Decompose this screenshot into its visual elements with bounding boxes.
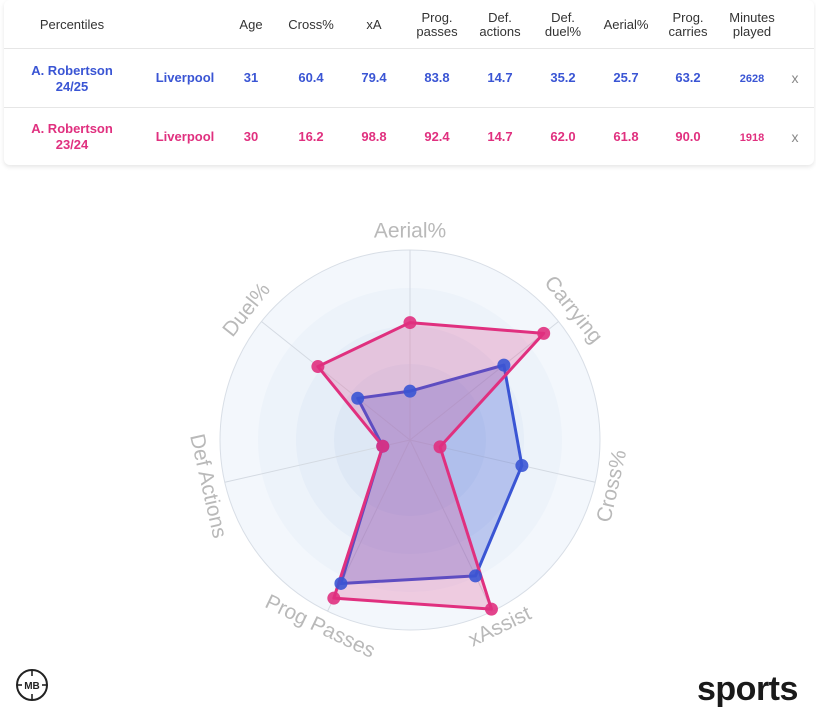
table-row-1-def-actions: 14.7 [487, 70, 513, 85]
header-prog-passes-line1: Prog. [421, 10, 453, 25]
table-row-2-player[interactable]: A. Robertson 23/24 [31, 122, 113, 152]
table-row-1-age: 31 [243, 70, 259, 85]
header-prog-carries: Prog. carries [668, 11, 707, 39]
sports-wordmark: sports [697, 670, 798, 708]
header-minutes-line2: played [732, 24, 772, 39]
table-row-1-player[interactable]: A. Robertson 24/25 [31, 64, 113, 94]
radar-point-2-1 [403, 316, 417, 330]
radar-point-1-5 [334, 576, 348, 590]
table-row-2-cross: 16.2 [298, 129, 324, 144]
comparison-table: Percentiles Age Cross% xA Prog. passes D… [4, 0, 814, 165]
player-season: 23/24 [55, 137, 89, 152]
radar-spoke [409, 439, 493, 612]
radar-point-1-1 [403, 384, 417, 398]
radar-point-2-2 [537, 326, 551, 340]
table-row-2-minutes: 1918 [739, 132, 765, 144]
table-row-1-team: Liverpool [155, 70, 215, 85]
player-name: A. Robertson [31, 121, 113, 136]
table-row-1-def-duel: 35.2 [550, 70, 576, 85]
table-row-2-age: 30 [243, 129, 259, 144]
header-aerial: Aerial% [603, 17, 649, 32]
table-row-1-aerial: 25.7 [613, 70, 639, 85]
header-prog-carries-line1: Prog. [672, 10, 704, 25]
table-row-2-xa: 98.8 [361, 129, 387, 144]
table-row-1-prog-passes: 83.8 [424, 70, 450, 85]
radar-series-area-1 [339, 363, 524, 585]
header-def-duel: Def. duel% [545, 11, 581, 39]
mb-logo-icon: MB [15, 668, 49, 702]
header-cross: Cross% [288, 17, 334, 32]
radar-point-2-6 [376, 439, 390, 453]
radar-point-2-4 [484, 602, 498, 616]
table-row-2-def-actions: 14.7 [487, 129, 513, 144]
table-row-1-prog-carries: 63.2 [675, 70, 701, 85]
radar-point-2-7 [311, 360, 325, 374]
table-row-2-team: Liverpool [155, 129, 215, 144]
table-row-1-cross: 60.4 [298, 70, 324, 85]
radar-point-2-3 [433, 440, 447, 454]
header-def-actions-line2: actions [479, 24, 521, 39]
header-percentiles: Percentiles [39, 17, 105, 32]
table-row-2-aerial: 61.8 [613, 129, 639, 144]
radar-spoke [261, 321, 411, 441]
radar-spoke [409, 321, 559, 441]
mb-logo-text: MB [24, 681, 40, 692]
player-season: 24/25 [55, 79, 89, 94]
player-name: A. Robertson [31, 63, 113, 78]
header-def-duel-line2: duel% [544, 24, 582, 39]
radar-point-1-2 [497, 358, 511, 372]
header-minutes: Minutes played [729, 11, 775, 39]
table-row-2-prog-passes: 92.4 [424, 129, 450, 144]
radar-point-2-5 [327, 591, 341, 605]
remove-row-2-button[interactable]: x [791, 129, 799, 145]
header-xa: xA [366, 17, 382, 32]
table-row-1-xa: 79.4 [361, 70, 387, 85]
radar-point-1-4 [468, 569, 482, 583]
table-row-2-prog-carries: 90.0 [675, 129, 701, 144]
header-prog-passes-line2: passes [416, 24, 458, 39]
header-def-duel-line1: Def. [551, 10, 575, 25]
header-age: Age [239, 17, 263, 32]
radar-point-1-7 [351, 391, 365, 405]
radar-axis-label: Aerial% [374, 220, 446, 243]
header-prog-passes: Prog. passes [416, 11, 457, 39]
row-divider [4, 107, 814, 108]
radar-series-area-2 [316, 321, 546, 611]
header-minutes-line1: Minutes [729, 10, 775, 25]
radar-point-1-3 [515, 459, 529, 473]
remove-row-1-button[interactable]: x [791, 70, 799, 86]
table-row-2-def-duel: 62.0 [550, 129, 576, 144]
header-def-actions: Def. actions [479, 11, 520, 39]
row-divider [4, 48, 814, 49]
header-def-actions-line1: Def. [488, 10, 512, 25]
table-row-1-minutes: 2628 [739, 73, 765, 85]
header-prog-carries-line2: carries [668, 24, 708, 39]
